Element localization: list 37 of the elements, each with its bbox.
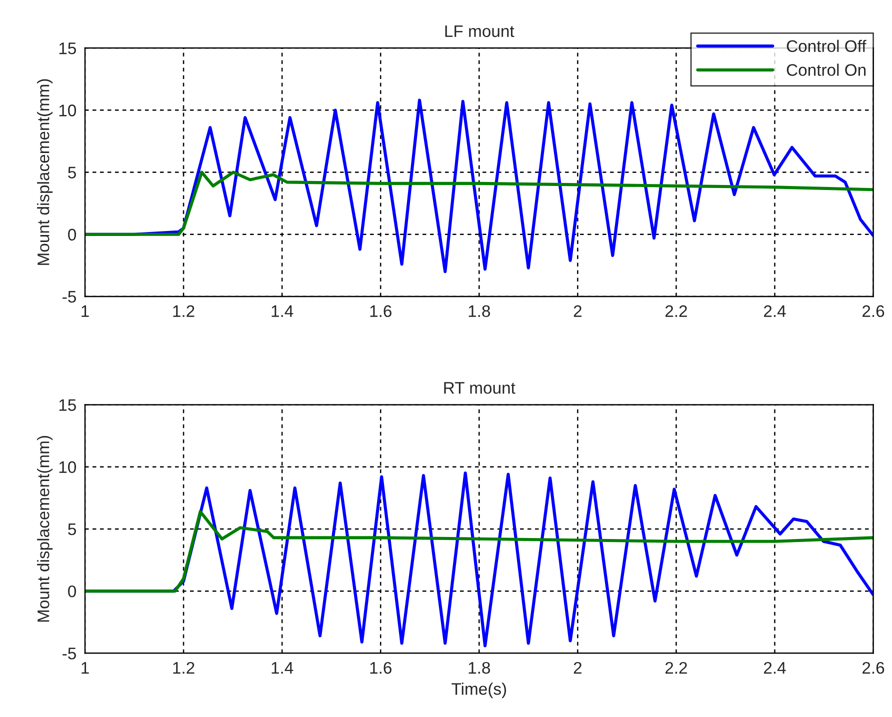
y-tick-label: 10 bbox=[59, 104, 76, 116]
y-tick-label: 15 bbox=[59, 399, 76, 411]
legend-label: Control Off bbox=[786, 40, 866, 52]
x-tick-label: 2.4 bbox=[764, 662, 786, 674]
x-tick-label: 1.6 bbox=[370, 305, 392, 318]
chart-title: LF mount bbox=[445, 25, 514, 38]
x-tick-label: 2.6 bbox=[862, 662, 884, 674]
x-tick-label: 1 bbox=[82, 305, 89, 317]
y-tick-label: 0 bbox=[68, 228, 76, 241]
x-tick-label: 1.4 bbox=[272, 662, 294, 674]
x-tick-label: 2.4 bbox=[764, 305, 786, 317]
x-tick-label: 1.6 bbox=[370, 662, 392, 674]
x-tick-label: 1 bbox=[82, 662, 89, 674]
line-series bbox=[85, 170, 874, 236]
x-tick-label: 2 bbox=[574, 662, 582, 674]
x-tick-label: 2.2 bbox=[665, 662, 687, 674]
x-tick-label: 2.6 bbox=[862, 305, 884, 318]
y-axis-title: Mount displacement(mm) bbox=[37, 79, 53, 265]
y-tick-label: 0 bbox=[68, 585, 76, 598]
y-tick-label: 5 bbox=[68, 166, 76, 178]
y-axis-title: Mount displacement(mm) bbox=[37, 436, 53, 622]
x-tick-label: 1.2 bbox=[173, 662, 194, 674]
x-tick-label: 1.4 bbox=[272, 305, 294, 317]
x-tick-label: 2 bbox=[574, 305, 582, 317]
y-tick-label: 15 bbox=[59, 42, 76, 54]
chart-title: RT mount bbox=[444, 382, 516, 394]
y-tick-label: -5 bbox=[62, 291, 76, 303]
x-tick-label: 2.2 bbox=[665, 305, 687, 317]
y-tick-label: -5 bbox=[62, 648, 76, 660]
y-tick-label: 10 bbox=[59, 461, 76, 474]
legend-label: Control On bbox=[786, 64, 866, 76]
x-axis-title: Time(s) bbox=[452, 682, 506, 698]
line-series bbox=[85, 510, 874, 593]
x-tick-label: 1.2 bbox=[173, 305, 194, 317]
x-tick-label: 1.8 bbox=[468, 662, 490, 674]
x-tick-label: 1.8 bbox=[468, 305, 490, 318]
y-tick-label: 5 bbox=[68, 524, 76, 536]
